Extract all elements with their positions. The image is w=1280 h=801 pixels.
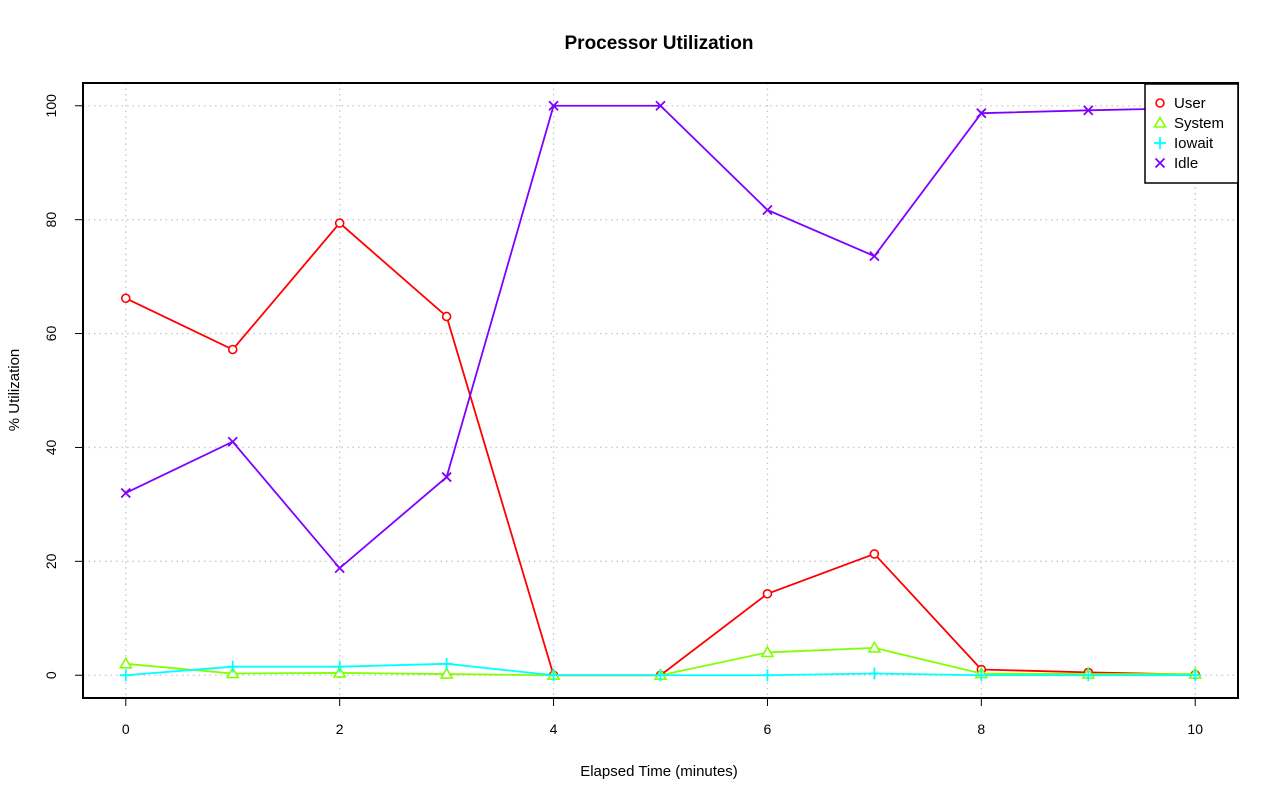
legend: User System Iowait Idle — [1144, 83, 1239, 184]
plot-frame — [82, 82, 1239, 699]
data-point-iowait — [547, 669, 560, 682]
y-tick-label: 40 — [43, 439, 59, 455]
data-point-user — [227, 344, 238, 355]
data-point-iowait — [440, 657, 453, 670]
legend-marker-idle — [1154, 157, 1166, 169]
data-point-idle — [869, 250, 880, 262]
data-point-idle — [976, 108, 987, 119]
x-tick-label: 10 — [1187, 721, 1203, 737]
legend-marker-iowait — [1154, 137, 1166, 149]
data-point-idle — [655, 100, 666, 111]
data-point-iowait — [654, 669, 667, 682]
data-point-iowait — [1082, 669, 1095, 682]
data-point-system — [118, 656, 133, 669]
chart-title: Processor Utilization — [565, 33, 754, 54]
data-point-idle — [762, 204, 773, 216]
y-tick-label: 0 — [43, 671, 59, 679]
data-point-idle — [334, 563, 345, 574]
x-tick-label: 6 — [764, 721, 772, 737]
legend-item-iowait: Iowait — [1154, 135, 1214, 152]
series-line-idle — [125, 104, 1196, 570]
legend-item-idle: Idle — [1154, 155, 1198, 172]
data-point-system — [439, 666, 454, 679]
legend-marker-system — [1153, 115, 1167, 128]
legend-label-idle: Idle — [1174, 155, 1198, 172]
x-tick-label: 4 — [550, 721, 558, 737]
data-point-iowait — [975, 669, 988, 682]
data-point-user — [441, 311, 452, 322]
data-point-user — [120, 293, 131, 304]
data-point-idle — [120, 487, 131, 499]
grid-lines — [83, 83, 1238, 698]
series-line-user — [125, 221, 1196, 677]
legend-item-user: User — [1155, 95, 1206, 112]
y-tick-label: 60 — [43, 326, 59, 342]
legend-label-system: System — [1174, 115, 1224, 132]
series-iowait — [119, 657, 1202, 682]
data-point-iowait — [119, 669, 132, 682]
data-point-iowait — [333, 660, 346, 673]
legend-marker-user — [1155, 98, 1165, 108]
legend-item-system: System — [1153, 115, 1224, 132]
legend-label-iowait: Iowait — [1174, 135, 1214, 152]
legend-label-user: User — [1174, 95, 1206, 112]
x-tick-label: 8 — [977, 721, 985, 737]
y-tick-label: 20 — [43, 553, 59, 569]
series-layer — [118, 100, 1203, 682]
data-point-idle — [548, 100, 559, 111]
data-point-system — [760, 645, 775, 658]
y-tick-label: 80 — [43, 212, 59, 228]
data-point-iowait — [868, 667, 881, 680]
x-tick-label: 2 — [336, 721, 344, 737]
data-point-system — [867, 640, 882, 653]
series-idle — [120, 100, 1201, 574]
y-tick-label: 100 — [43, 94, 59, 118]
data-point-user — [869, 549, 880, 559]
data-point-idle — [1083, 105, 1094, 116]
data-point-iowait — [1189, 669, 1202, 682]
data-point-iowait — [761, 669, 774, 682]
y-axis-label: % Utilization — [6, 349, 23, 432]
x-tick-label: 0 — [122, 721, 130, 737]
data-point-user — [762, 588, 773, 599]
data-point-idle — [441, 471, 452, 483]
data-point-user — [334, 218, 345, 228]
data-point-iowait — [226, 660, 239, 673]
x-axis-label: Elapsed Time (minutes) — [580, 763, 738, 780]
data-point-idle — [227, 436, 238, 447]
data-point-system — [225, 666, 240, 679]
series-user — [120, 218, 1201, 681]
